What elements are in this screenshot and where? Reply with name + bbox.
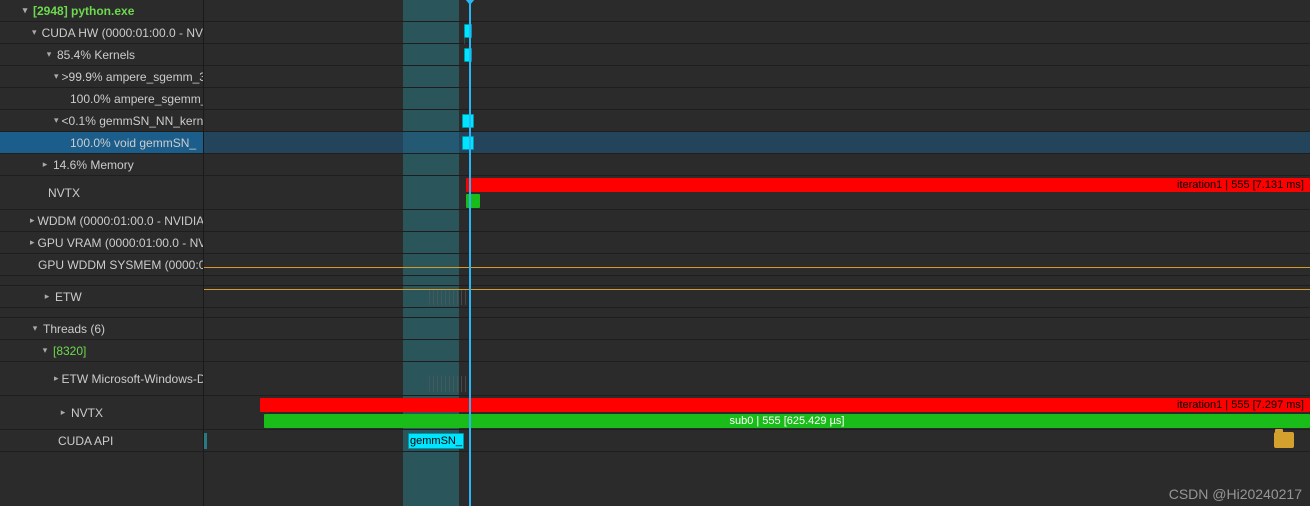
activity-hatch (429, 376, 471, 392)
tree-row[interactable] (0, 276, 203, 286)
tree-row[interactable]: 100.0% ampere_sgemm_ (0, 88, 203, 110)
expand-arrow-icon[interactable] (40, 159, 50, 170)
tree-label: NVTX (71, 406, 103, 420)
tree-label: 100.0% ampere_sgemm_ (70, 92, 203, 106)
tree-label: 14.6% Memory (53, 158, 134, 172)
timeline-row[interactable] (204, 254, 1310, 276)
expand-arrow-icon[interactable] (44, 49, 54, 60)
kernel-block[interactable] (462, 136, 474, 150)
expand-arrow-icon[interactable] (40, 345, 50, 356)
expand-arrow-icon[interactable] (42, 291, 52, 302)
tree-label: WDDM (0000:01:00.0 - NVIDIA (38, 214, 203, 228)
tree-label: ETW Microsoft-Windows-D (62, 372, 203, 386)
playhead[interactable] (469, 0, 471, 506)
expand-arrow-icon[interactable] (30, 27, 39, 38)
tree-label: CUDA HW (0000:01:00.0 - NV (42, 26, 203, 40)
tree-row[interactable]: 100.0% void gemmSN_ (0, 132, 203, 154)
timeline-row[interactable] (204, 340, 1310, 362)
tree-row[interactable]: NVTX (0, 176, 203, 210)
timeline-row[interactable] (204, 66, 1310, 88)
timeline-row[interactable] (204, 154, 1310, 176)
kernel-block[interactable] (462, 114, 474, 128)
timeline-row[interactable] (204, 318, 1310, 340)
tree-label: 85.4% Kernels (57, 48, 135, 62)
expand-arrow-icon[interactable] (30, 237, 35, 248)
tree-row[interactable]: >99.9% ampere_sgemm_3 (0, 66, 203, 88)
range-sub[interactable]: sub0 | 555 [625.429 µs] (264, 414, 1310, 428)
expand-arrow-icon[interactable] (54, 115, 59, 126)
timeline-panel[interactable]: iteration1 | 555 [7.131 ms] iteration1 | … (204, 0, 1310, 506)
tree-row[interactable]: ETW (0, 286, 203, 308)
timeline-row[interactable] (204, 88, 1310, 110)
tree-row[interactable]: [8320] (0, 340, 203, 362)
timeline-row[interactable] (204, 0, 1310, 22)
expand-arrow-icon[interactable] (30, 215, 35, 226)
range-iteration[interactable]: iteration1 | 555 [7.297 ms] (260, 398, 1310, 412)
tree-label: GPU WDDM SYSMEM (0000:0 (38, 258, 203, 272)
timeline-row[interactable] (204, 362, 1310, 396)
tree-row[interactable]: NVTX (0, 396, 203, 430)
tree-row[interactable]: GPU WDDM SYSMEM (0000:0 (0, 254, 203, 276)
expand-arrow-icon[interactable] (30, 323, 40, 334)
timeline-row[interactable]: iteration1 | 555 [7.297 ms] sub0 | 555 [6… (204, 396, 1310, 430)
tree-label: >99.9% ampere_sgemm_3 (62, 70, 203, 84)
tree-label: NVTX (48, 186, 80, 200)
timeline-row[interactable] (204, 308, 1310, 318)
tree-row[interactable]: CUDA API (0, 430, 203, 452)
tree-label: GPU VRAM (0000:01:00.0 - NV (38, 236, 203, 250)
tree-row[interactable]: GPU VRAM (0000:01:00.0 - NV (0, 232, 203, 254)
tree-row[interactable]: 85.4% Kernels (0, 44, 203, 66)
tree-row[interactable]: CUDA HW (0000:01:00.0 - NV (0, 22, 203, 44)
timeline-row[interactable] (204, 276, 1310, 286)
tree-row[interactable]: 14.6% Memory (0, 154, 203, 176)
divider-line (204, 289, 1310, 290)
activity-hatch (429, 289, 469, 305)
timeline-row[interactable]: gemmSN_ (204, 430, 1310, 452)
tree-row[interactable] (0, 308, 203, 318)
expand-arrow-icon[interactable] (54, 373, 59, 384)
tree-label: ETW (55, 290, 82, 304)
tree-sidebar: [2948] python.exe CUDA HW (0000:01:00.0 -… (0, 0, 204, 506)
timeline-row[interactable] (204, 44, 1310, 66)
expand-arrow-icon[interactable] (58, 407, 68, 418)
expand-arrow-icon[interactable] (54, 71, 59, 82)
kernel-block[interactable]: gemmSN_ (408, 433, 464, 449)
watermark: CSDN @Hi20240217 (1169, 486, 1302, 502)
event-tick[interactable] (204, 433, 207, 449)
timeline-row[interactable] (204, 210, 1310, 232)
divider-line (204, 267, 1310, 268)
folder-icon[interactable] (1274, 432, 1294, 448)
timeline-row[interactable] (204, 22, 1310, 44)
tree-label: CUDA API (58, 434, 113, 448)
expand-arrow-icon[interactable] (20, 5, 30, 16)
timeline-row[interactable] (204, 132, 1310, 154)
timeline-row[interactable]: iteration1 | 555 [7.131 ms] (204, 176, 1310, 210)
tree-label: [2948] python.exe (33, 4, 134, 18)
timeline-row[interactable] (204, 110, 1310, 132)
tree-row[interactable]: WDDM (0000:01:00.0 - NVIDIA (0, 210, 203, 232)
tree-label: [8320] (53, 344, 86, 358)
tree-label: <0.1% gemmSN_NN_kern (62, 114, 203, 128)
tree-row[interactable]: ETW Microsoft-Windows-D (0, 362, 203, 396)
tree-label: Threads (6) (43, 322, 105, 336)
tree-row[interactable]: [2948] python.exe (0, 0, 203, 22)
tree-row[interactable]: <0.1% gemmSN_NN_kern (0, 110, 203, 132)
range-iteration[interactable]: iteration1 | 555 [7.131 ms] (466, 178, 1310, 192)
tree-row[interactable]: Threads (6) (0, 318, 203, 340)
tree-label: 100.0% void gemmSN_ (70, 136, 196, 150)
timeline-row[interactable] (204, 232, 1310, 254)
